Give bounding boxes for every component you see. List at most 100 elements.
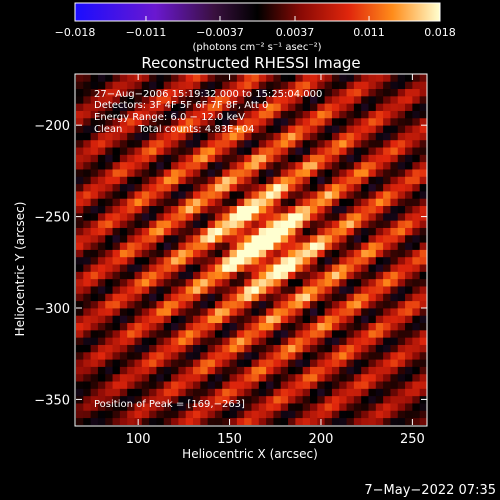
heatmap-cell [346,154,355,163]
heatmap-cell [185,315,194,324]
heatmap-cell [83,395,92,404]
heatmap-cell [295,249,304,258]
heatmap-cell [419,417,427,425]
heatmap-cell [171,81,179,90]
heatmap-cell [266,344,274,353]
heatmap-cell [368,286,377,294]
heatmap-cell [390,322,399,331]
heatmap-cell [353,74,362,82]
heatmap-cell [317,410,326,419]
heatmap-cell [178,198,187,207]
heatmap-cell [390,139,399,148]
heatmap-cell [280,337,289,345]
heatmap-cell [127,198,135,207]
heatmap-cell [163,81,172,90]
heatmap-cell [368,381,377,389]
heatmap-cell [76,74,84,82]
heatmap-cell [149,139,157,148]
heatmap-cell [200,125,209,133]
heatmap-cell [127,176,135,185]
heatmap-cell [97,191,106,199]
heatmap-cell [178,183,187,192]
heatmap-cell [405,388,413,397]
heatmap-cell [229,271,238,280]
heatmap-cell [405,417,413,425]
heatmap-cell [273,381,282,389]
heatmap-cell [185,359,194,367]
heatmap-cell [119,300,128,309]
heatmap-cell [141,315,150,324]
heatmap-cell [383,337,391,345]
heatmap-cell [178,220,187,228]
heatmap-cell [375,329,384,338]
heatmap-cell [266,205,274,214]
heatmap-cell [76,161,84,170]
heatmap-cell [185,139,194,148]
heatmap-cell [273,293,282,302]
heatmap-cell [97,278,106,287]
heatmap-cell [193,322,201,331]
heatmap-cell [251,103,260,111]
heatmap-cell [149,154,157,163]
heatmap-cell [127,132,135,141]
heatmap-cell [331,88,340,97]
heatmap-cell [353,410,362,419]
heatmap-cell [171,74,179,82]
heatmap-cell [331,417,340,425]
heatmap-cell [149,417,157,425]
heatmap-cell [310,395,318,404]
heatmap-cell [156,227,165,236]
heatmap-cell [222,95,230,104]
heatmap-cell [302,227,311,236]
heatmap-cell [390,117,399,126]
heatmap-cell [134,198,143,207]
heatmap-cell [295,329,304,338]
heatmap-cell [353,103,362,111]
heatmap-cell [302,337,311,345]
heatmap-cell [97,161,106,170]
heatmap-cell [105,220,113,228]
heatmap-cell [178,395,187,404]
heatmap-cell [383,366,391,375]
heatmap-cell [412,381,421,389]
heatmap-cell [390,403,399,411]
heatmap-cell [222,388,230,397]
heatmap-cell [353,388,362,397]
heatmap-cell [127,139,135,148]
heatmap-cell [339,381,347,389]
heatmap-cell [390,220,399,228]
heatmap-cell [310,403,318,411]
heatmap-cell [163,395,172,404]
heatmap-cell [324,278,333,287]
heatmap-cell [178,264,187,272]
heatmap-cell [310,191,318,199]
heatmap-cell [295,205,304,214]
heatmap-cell [178,242,187,250]
heatmap-cell [119,286,128,294]
heatmap-cell [295,74,304,82]
heatmap-cell [368,132,377,141]
heatmap-cell [302,381,311,389]
heatmap-cell [236,351,245,360]
heatmap-cell [375,212,384,221]
heatmap-cell [105,110,113,119]
x-tick-label: 250 [400,432,425,447]
heatmap-cell [295,154,304,163]
heatmap-cell [127,286,135,294]
heatmap-cell [405,373,413,382]
heatmap-cell [390,315,399,324]
heatmap-cell [207,351,216,360]
heatmap-cell [163,117,172,126]
heatmap-cell [229,278,238,287]
heatmap-cell [361,322,369,331]
heatmap-cell [83,329,92,338]
heatmap-cell [361,103,369,111]
heatmap-cell [193,249,201,258]
heatmap-cell [134,388,143,397]
heatmap-cell [273,103,282,111]
heatmap-cell [222,308,230,316]
heatmap-cell [397,88,406,97]
heatmap-cell [258,329,267,338]
heatmap-cell [280,344,289,353]
heatmap-cell [412,388,421,397]
